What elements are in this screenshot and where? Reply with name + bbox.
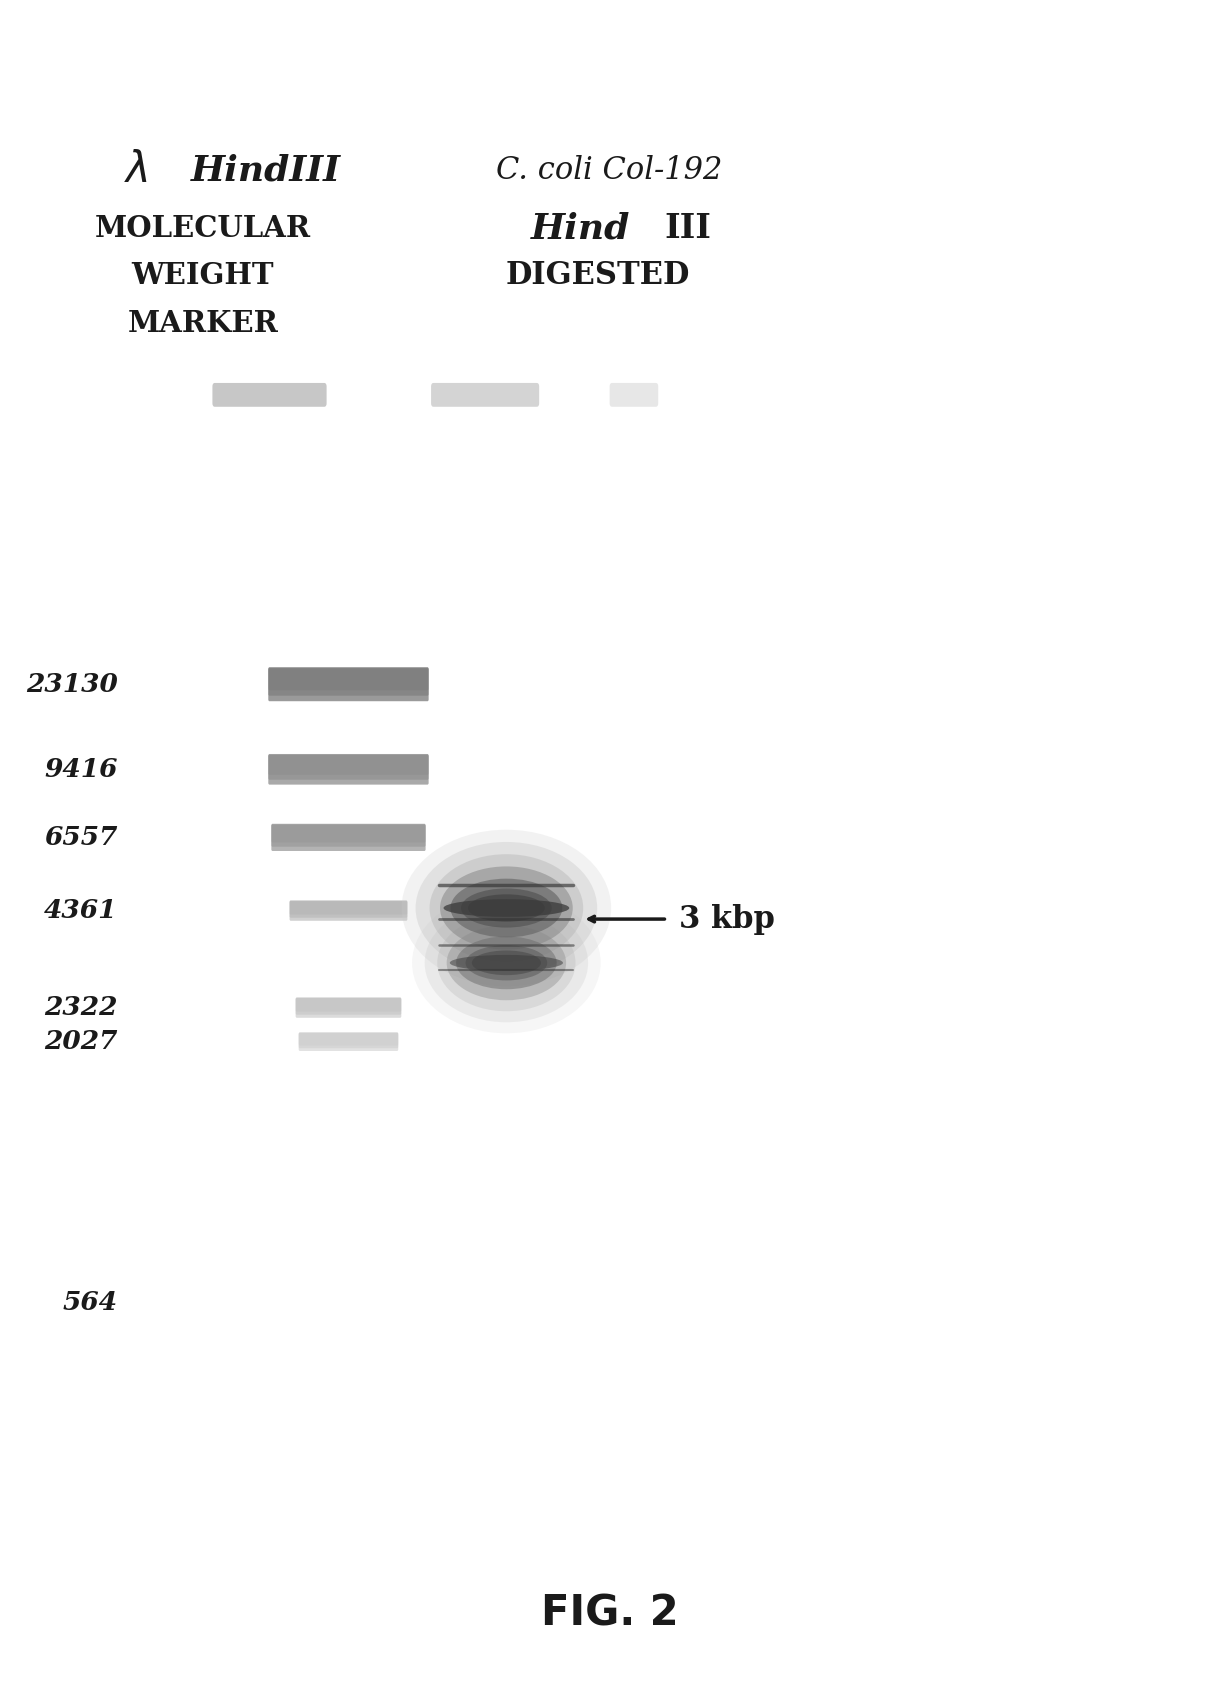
FancyBboxPatch shape bbox=[268, 754, 428, 780]
Text: WEIGHT: WEIGHT bbox=[131, 260, 274, 291]
Ellipse shape bbox=[450, 955, 563, 970]
Ellipse shape bbox=[450, 878, 562, 938]
Ellipse shape bbox=[425, 904, 588, 1023]
Ellipse shape bbox=[443, 899, 570, 917]
FancyBboxPatch shape bbox=[298, 1033, 398, 1045]
FancyBboxPatch shape bbox=[271, 824, 426, 846]
FancyBboxPatch shape bbox=[268, 754, 428, 785]
FancyBboxPatch shape bbox=[298, 1031, 398, 1050]
Text: 2322: 2322 bbox=[44, 996, 118, 1019]
FancyBboxPatch shape bbox=[290, 900, 408, 917]
Text: 3 kbp: 3 kbp bbox=[679, 904, 775, 934]
Ellipse shape bbox=[466, 945, 548, 980]
FancyBboxPatch shape bbox=[431, 383, 539, 407]
Ellipse shape bbox=[456, 936, 556, 989]
Text: DIGESTED: DIGESTED bbox=[505, 260, 690, 291]
Text: FIG. 2: FIG. 2 bbox=[540, 1593, 678, 1634]
Ellipse shape bbox=[413, 892, 601, 1033]
FancyBboxPatch shape bbox=[296, 997, 402, 1011]
Text: MOLECULAR: MOLECULAR bbox=[95, 213, 310, 243]
Text: 2027: 2027 bbox=[44, 1030, 118, 1054]
Text: III: III bbox=[664, 211, 711, 245]
Text: 6557: 6557 bbox=[44, 825, 118, 849]
FancyBboxPatch shape bbox=[268, 667, 428, 696]
FancyBboxPatch shape bbox=[296, 997, 402, 1018]
Text: $\lambda$: $\lambda$ bbox=[124, 150, 148, 191]
Ellipse shape bbox=[447, 926, 566, 1001]
Text: MARKER: MARKER bbox=[128, 308, 279, 339]
FancyBboxPatch shape bbox=[298, 1033, 398, 1048]
Ellipse shape bbox=[402, 829, 611, 987]
Text: 9416: 9416 bbox=[44, 757, 118, 781]
FancyBboxPatch shape bbox=[296, 997, 402, 1014]
Text: HindIII: HindIII bbox=[191, 153, 341, 187]
Ellipse shape bbox=[469, 894, 545, 922]
Text: 23130: 23130 bbox=[26, 672, 118, 696]
FancyBboxPatch shape bbox=[610, 383, 658, 407]
FancyBboxPatch shape bbox=[290, 900, 408, 914]
FancyBboxPatch shape bbox=[271, 825, 426, 842]
Text: 564: 564 bbox=[62, 1290, 118, 1314]
FancyBboxPatch shape bbox=[268, 669, 428, 691]
Ellipse shape bbox=[472, 950, 542, 975]
Ellipse shape bbox=[430, 854, 583, 962]
FancyBboxPatch shape bbox=[290, 900, 408, 921]
Text: C. coli Col-192: C. coli Col-192 bbox=[497, 155, 723, 186]
Ellipse shape bbox=[461, 888, 551, 928]
FancyBboxPatch shape bbox=[268, 667, 428, 701]
Text: 4361: 4361 bbox=[44, 899, 118, 922]
Ellipse shape bbox=[415, 842, 598, 974]
FancyBboxPatch shape bbox=[213, 383, 326, 407]
Ellipse shape bbox=[437, 914, 576, 1011]
FancyBboxPatch shape bbox=[271, 824, 426, 851]
FancyBboxPatch shape bbox=[268, 756, 428, 774]
Text: Hind: Hind bbox=[531, 211, 630, 245]
Ellipse shape bbox=[441, 866, 573, 950]
